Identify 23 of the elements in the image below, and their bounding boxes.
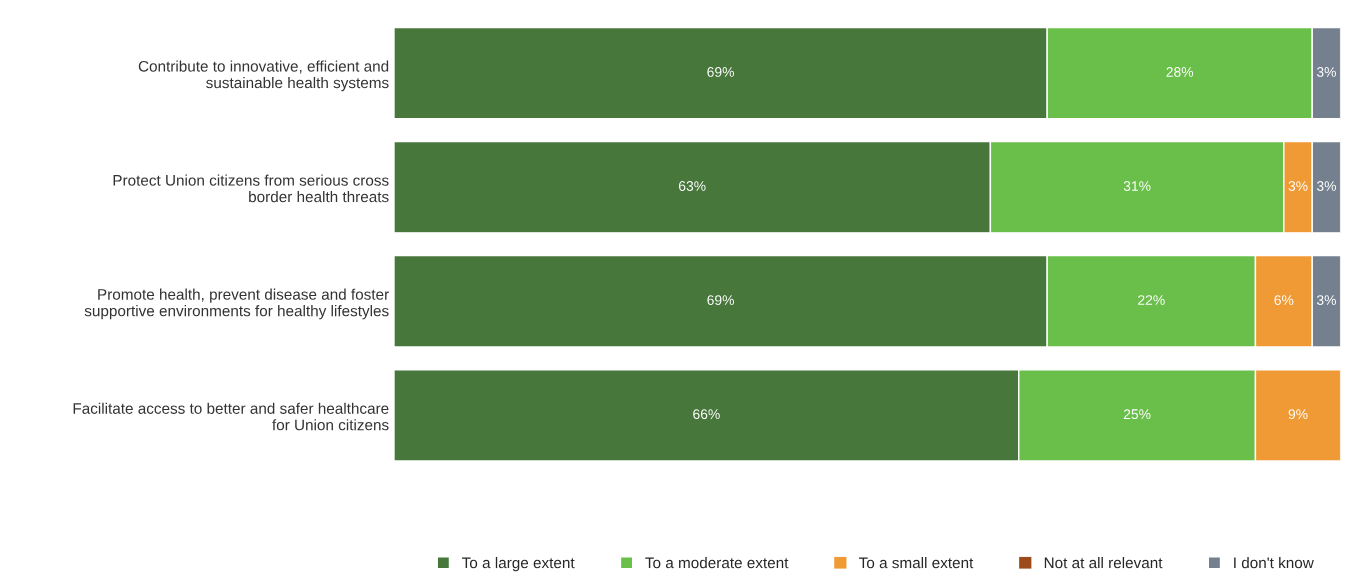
data-label: 3% [1316,67,1336,77]
data-label: 31% [1123,181,1151,191]
data-label: 6% [1274,295,1294,305]
data-label: 3% [1288,181,1308,191]
legend-label: To a small extent [859,557,974,569]
y-tick-label: Protect Union citizens from serious cross border health threats [113,174,389,203]
legend-label: Not at all relevant [1044,557,1163,569]
data-label: 28% [1166,67,1194,77]
data-label: 66% [693,409,720,420]
data-label: 9% [1288,409,1308,420]
data-label: 3% [1316,295,1336,305]
y-tick-label: Contribute to innovative, efficient and sustainable health systems [138,60,389,92]
legend-label: I don't know [1234,557,1314,569]
data-label: 63% [678,181,706,191]
y-tick-label: Facilitate access to better and safer healthcare for Union citizens [73,402,389,431]
data-label: 25% [1123,409,1151,420]
y-tick-label: Promote health, prevent disease and foster supportive environments for healthy lifestyles [84,288,389,320]
legend-label: To a large extent [462,557,575,572]
legend-label: To a moderate extent [645,557,789,569]
data-label: 3% [1316,181,1336,191]
data-label: 69% [707,67,734,77]
data-label: 69% [707,295,734,305]
data-label: 22% [1138,295,1165,305]
